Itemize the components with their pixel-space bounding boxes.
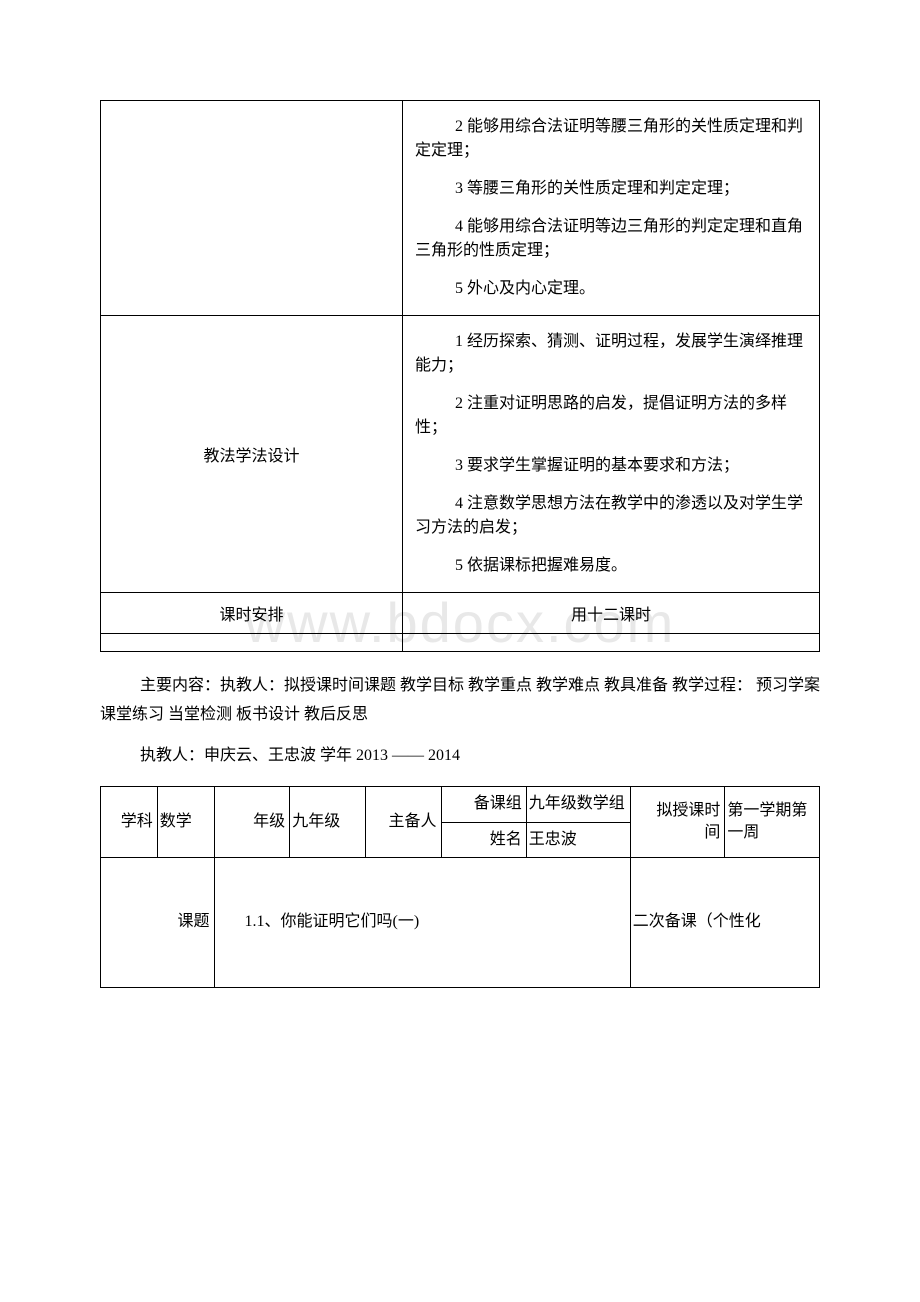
empty-cell <box>101 634 403 652</box>
para: 2 能够用综合法证明等腰三角形的关性质定理和判定定理； <box>415 115 807 163</box>
prep-group-value: 九年级数学组 <box>526 787 630 822</box>
table-row: 2 能够用综合法证明等腰三角形的关性质定理和判定定理； 3 等腰三角形的关性质定… <box>101 101 820 316</box>
cell-content-2: 1 经历探索、猜测、证明过程，发展学生演绎推理能力； 2 注重对证明思路的启发，… <box>402 316 819 593</box>
para: 5 依据课标把握难易度。 <box>415 554 807 578</box>
time-label: 拟授课时间 <box>630 787 725 858</box>
grade-value: 九年级 <box>290 787 366 858</box>
empty-cell <box>402 634 819 652</box>
subject-label: 学科 <box>101 787 158 858</box>
table-row: 课时安排 用十二课时 <box>101 593 820 634</box>
para: 2 注重对证明思路的启发，提倡证明方法的多样性； <box>415 392 807 440</box>
preparer-label: 主备人 <box>365 787 441 858</box>
para: 1 经历探索、猜测、证明过程，发展学生演绎推理能力； <box>415 330 807 378</box>
para: 5 外心及内心定理。 <box>415 277 807 301</box>
table-row: 课题 1.1、你能证明它们吗(一) 二次备课（个性化 <box>101 858 820 988</box>
para: 3 等腰三角形的关性质定理和判定定理； <box>415 177 807 201</box>
table-row: 教法学法设计 1 经历探索、猜测、证明过程，发展学生演绎推理能力； 2 注重对证… <box>101 316 820 593</box>
cell-method-label: 教法学法设计 <box>101 316 403 593</box>
middle-paragraph-2: 执教人：申庆云、王忠波 学年 2013 —— 2014 <box>100 742 820 771</box>
top-table: 2 能够用综合法证明等腰三角形的关性质定理和判定定理； 3 等腰三角形的关性质定… <box>100 100 820 652</box>
para: 3 要求学生掌握证明的基本要求和方法； <box>415 454 807 478</box>
note-label: 二次备课（个性化 <box>630 858 819 988</box>
para: 4 注意数学思想方法在教学中的渗透以及对学生学习方法的启发； <box>415 492 807 540</box>
name-label: 姓名 <box>441 822 526 857</box>
cell-content-1: 2 能够用综合法证明等腰三角形的关性质定理和判定定理； 3 等腰三角形的关性质定… <box>402 101 819 316</box>
time-value: 第一学期第一周 <box>725 787 820 858</box>
cell-schedule-value: 用十二课时 <box>402 593 819 634</box>
cell-left-empty <box>101 101 403 316</box>
name-value: 王忠波 <box>526 822 630 857</box>
subject-value: 数学 <box>157 787 214 858</box>
table-row: 学科 数学 年级 九年级 主备人 备课组 九年级数学组 拟授课时间 第一学期第一… <box>101 787 820 822</box>
bottom-table: 学科 数学 年级 九年级 主备人 备课组 九年级数学组 拟授课时间 第一学期第一… <box>100 786 820 988</box>
prep-group-label: 备课组 <box>441 787 526 822</box>
cell-schedule-label: 课时安排 <box>101 593 403 634</box>
lesson-value: 1.1、你能证明它们吗(一) <box>214 858 630 988</box>
table-row-empty <box>101 634 820 652</box>
lesson-label: 课题 <box>101 858 215 988</box>
middle-paragraph-1: 主要内容：执教人：拟授课时间课题 教学目标 教学重点 教学难点 教具准备 教学过… <box>100 672 820 730</box>
grade-label: 年级 <box>214 787 290 858</box>
para: 4 能够用综合法证明等边三角形的判定定理和直角三角形的性质定理； <box>415 215 807 263</box>
